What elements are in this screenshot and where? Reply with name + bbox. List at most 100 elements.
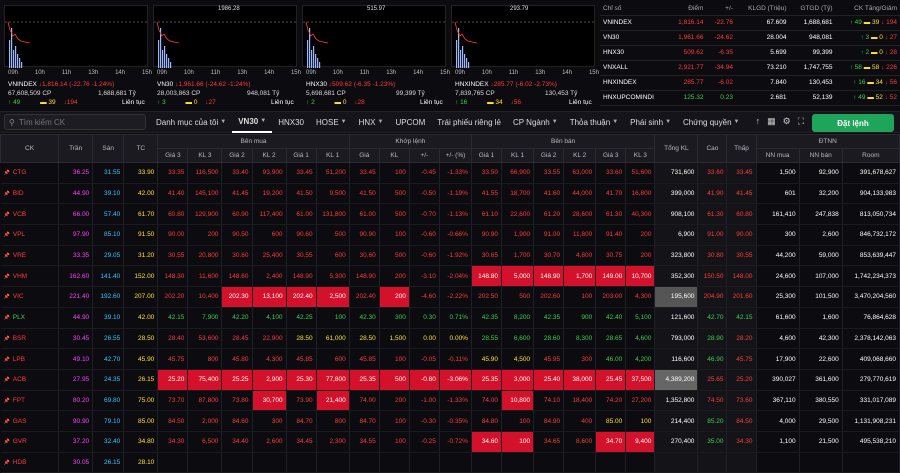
subcol-header[interactable]: KL 2 bbox=[563, 148, 597, 163]
subcol-header[interactable]: Giá 1 bbox=[285, 148, 317, 163]
mini-chart-hnxindex[interactable]: 293.79 09h 10h 11h 13h 14h 15h HNXINDEX ↓285.77… bbox=[451, 2, 599, 109]
symbol-cell[interactable]: 📌 BID bbox=[0, 183, 60, 205]
table-row[interactable]: 📌 GVR 37.20 32.40 34.80 34.30 6,500 34.40 2,600 3… bbox=[0, 431, 900, 453]
pin-icon[interactable]: 📌 bbox=[3, 315, 10, 322]
table-row[interactable]: 📌 VRE 33.35 29.05 31.20 30.55 20,800 30.60 25,40… bbox=[0, 245, 900, 267]
tab-10[interactable]: Chứng quyền ▼ bbox=[683, 117, 740, 127]
col-low[interactable]: Thấp bbox=[726, 134, 757, 163]
symbol-cell[interactable]: 📌 VRE bbox=[0, 245, 60, 267]
subcol-header[interactable]: +/- (%) bbox=[438, 148, 472, 163]
pin-icon[interactable]: 📌 bbox=[3, 377, 10, 384]
pin-icon[interactable]: 📌 bbox=[3, 211, 10, 218]
pin-icon[interactable]: 📌 bbox=[3, 459, 10, 466]
pin-icon[interactable]: 📌 bbox=[3, 418, 10, 425]
tab-7[interactable]: CP Ngành ▼ bbox=[512, 117, 558, 127]
index-row-hnxindex[interactable]: HNXINDEX 285.77 -6.02 7.840 130,453 ↑ 16 ▬ 34… bbox=[600, 75, 900, 91]
table-row[interactable]: 📌 VCB 66.00 57.40 61.70 60.80 129,900 60.90 117,… bbox=[0, 203, 900, 226]
col-reference[interactable]: TC bbox=[123, 134, 159, 163]
mini-chart-hnx30[interactable]: 515.97 09h 10h 11h 13h 14h 15h HNX30 ↓509.62 (-… bbox=[302, 2, 450, 109]
pin-icon[interactable]: 📌 bbox=[3, 191, 10, 198]
symbol-cell[interactable]: 📌 CTG bbox=[0, 162, 60, 184]
table-row[interactable]: 📌 FPT 80.20 69.80 75.00 73.70 87,800 73.80 30,70… bbox=[0, 390, 900, 412]
tab-5[interactable]: UPCOM bbox=[395, 117, 426, 127]
arrow-up-icon[interactable]: ↑ bbox=[755, 116, 761, 126]
tab-2[interactable]: HNX30 bbox=[278, 117, 304, 127]
place-order-button[interactable]: Đặt lệnh bbox=[812, 114, 894, 132]
subcol-header[interactable]: Room bbox=[841, 148, 900, 163]
symbol-cell[interactable]: 📌 VPL bbox=[0, 224, 60, 246]
symbol-cell[interactable]: 📌 VCB bbox=[0, 203, 60, 226]
index-row-vnindex[interactable]: VNINDEX 1,816.14 -22.76 67.609 1,688,681 ↑ 49… bbox=[600, 15, 900, 31]
table-row[interactable]: 📌 BID 44.90 39.10 42.00 41.40 145,100 41.45 19,2… bbox=[0, 183, 900, 205]
col-high[interactable]: Cao bbox=[697, 134, 728, 163]
table-row[interactable]: 📌 ACB 27.95 24.35 26.15 25.20 75,400 25.25 2,900… bbox=[0, 369, 900, 391]
col-total-volume[interactable]: Tổng KL bbox=[654, 134, 699, 163]
grid-icon[interactable]: ▦ bbox=[767, 116, 776, 126]
table-row[interactable]: 📌 LPB 49.10 42.70 45.90 45.75 800 45.80 4,300 45.… bbox=[0, 348, 900, 370]
symbol-cell[interactable]: 📌 HDB bbox=[0, 452, 60, 473]
symbol-cell[interactable]: 📌 GVR bbox=[0, 431, 60, 453]
index-row-hnxupcomindi[interactable]: HNXUPCOMINDI 125.32 0.23 2.681 52,139 ↑ 49 ▬ … bbox=[600, 90, 900, 106]
expand-icon[interactable]: ⛶ bbox=[797, 116, 804, 126]
pin-icon[interactable]: 📌 bbox=[3, 397, 10, 404]
subcol-header[interactable]: KL 2 bbox=[251, 148, 287, 163]
pin-icon[interactable]: 📌 bbox=[3, 294, 10, 301]
symbol-cell[interactable]: 📌 FPT bbox=[0, 390, 60, 412]
table-row[interactable]: 📌 CTG 36.25 31.55 33.90 33.35 116,500 33.40 93,9… bbox=[0, 162, 900, 184]
subcol-header[interactable]: Giá 2 bbox=[533, 148, 565, 163]
symbol-cell[interactable]: 📌 VHM bbox=[0, 265, 60, 288]
tab-3[interactable]: HOSE ▼ bbox=[315, 117, 347, 127]
pin-icon[interactable]: 📌 bbox=[3, 439, 10, 446]
pin-icon[interactable]: 📌 bbox=[3, 273, 10, 280]
pin-icon[interactable]: 📌 bbox=[3, 253, 10, 260]
subcol-header[interactable]: Giá 3 bbox=[595, 148, 627, 163]
symbol-cell[interactable]: 📌 GAS bbox=[0, 410, 60, 432]
index-row-vnxall[interactable]: VNXALL 2,921.77 -34.94 73.210 1,747,755 ↑ 58 … bbox=[600, 60, 900, 76]
subcol-header[interactable]: KL 1 bbox=[501, 148, 535, 163]
table-row[interactable]: 📌 HDB 30.05 26.15 28.10 bbox=[0, 452, 900, 473]
tab-6[interactable]: Trái phiếu riêng lẻ bbox=[437, 117, 501, 127]
index-row-hnx30[interactable]: HNX30 509.62 -6.35 5.699 99,399 ↑ 2 ▬ 0 ↓ 28 bbox=[600, 45, 900, 61]
index-row-vn30[interactable]: VN30 1,961.66 -24.62 28.004 948,081 ↑ 3 ▬ 0 ↓… bbox=[600, 30, 900, 46]
subcol-header[interactable]: Giá 3 bbox=[157, 148, 189, 163]
table-row[interactable]: 📌 PLX 44.90 39.10 42.00 42.15 7,900 42.20 4,100 4… bbox=[0, 307, 900, 329]
subcol-header[interactable]: Giá 1 bbox=[470, 148, 503, 163]
col-ck[interactable]: CK bbox=[0, 134, 60, 163]
subcol-header[interactable]: KL 3 bbox=[187, 148, 223, 163]
pin-icon[interactable]: 📌 bbox=[3, 170, 10, 177]
pin-icon[interactable]: 📌 bbox=[3, 232, 10, 239]
symbol-cell[interactable]: 📌 PLX bbox=[0, 307, 60, 329]
mini-chart-vnindex[interactable]: 09h 10h 11h 13h 14h 15h VNINDEX ↓1,816.14 (-22… bbox=[4, 2, 152, 109]
tab-4[interactable]: HNX ▼ bbox=[358, 117, 384, 127]
subcol-header[interactable]: Giá bbox=[348, 148, 380, 163]
subcol-header[interactable]: NN bán bbox=[798, 148, 843, 163]
symbol-cell[interactable]: 📌 ACB bbox=[0, 369, 60, 391]
pin-icon[interactable]: 📌 bbox=[3, 335, 10, 342]
col-ceiling[interactable]: Trần bbox=[58, 134, 94, 163]
search-input[interactable] bbox=[18, 117, 129, 127]
mini-chart-vn30[interactable]: 1986.28 09h 10h 11h 13h 14h 15h VN30 ↓1,961.66 … bbox=[153, 2, 301, 109]
subcol-header[interactable]: NN mua bbox=[755, 148, 800, 163]
tab-8[interactable]: Thỏa thuận ▼ bbox=[569, 117, 619, 127]
subcol-header[interactable]: KL 3 bbox=[625, 148, 656, 163]
pin-icon[interactable]: 📌 bbox=[3, 356, 10, 363]
subcol-header[interactable]: KL 1 bbox=[315, 148, 350, 163]
search-box[interactable]: ⚲ bbox=[4, 114, 146, 130]
symbol-cell[interactable]: 📌 BSR bbox=[0, 328, 60, 350]
table-row[interactable]: 📌 BSR 30.45 26.55 28.50 28.40 53,600 28.45 22,90… bbox=[0, 328, 900, 350]
table-row[interactable]: 📌 VIC 221.40 192.60 207.00 202.20 10,400 202.30… bbox=[0, 286, 900, 308]
tab-9[interactable]: Phái sinh ▼ bbox=[630, 117, 672, 127]
subcol-header[interactable]: Giá 2 bbox=[221, 148, 253, 163]
table-row[interactable]: 📌 VPL 97.90 85.10 91.50 90.00 200 90.50 600 90.60… bbox=[0, 224, 900, 246]
subcol-header[interactable]: KL bbox=[378, 148, 410, 163]
table-row[interactable]: 📌 VHM 162.60 141.40 152.00 148.30 11,600 148.60… bbox=[0, 265, 900, 288]
symbol-cell[interactable]: 📌 LPB bbox=[0, 348, 60, 370]
tab-0[interactable]: Danh mục của tôi ▼ bbox=[156, 117, 227, 127]
tab-1[interactable]: VN30 ▼ bbox=[232, 111, 273, 133]
symbol-cell[interactable]: 📌 VIC bbox=[0, 286, 60, 308]
data-cell: 107,000 bbox=[799, 265, 843, 288]
subcol-header[interactable]: +/- bbox=[408, 148, 440, 163]
col-floor[interactable]: Sàn bbox=[92, 134, 125, 163]
gear-icon[interactable]: ⚙ bbox=[782, 116, 791, 126]
table-row[interactable]: 📌 GAS 90.90 79.10 85.00 84.50 2,000 84.60 300 84.… bbox=[0, 410, 900, 432]
